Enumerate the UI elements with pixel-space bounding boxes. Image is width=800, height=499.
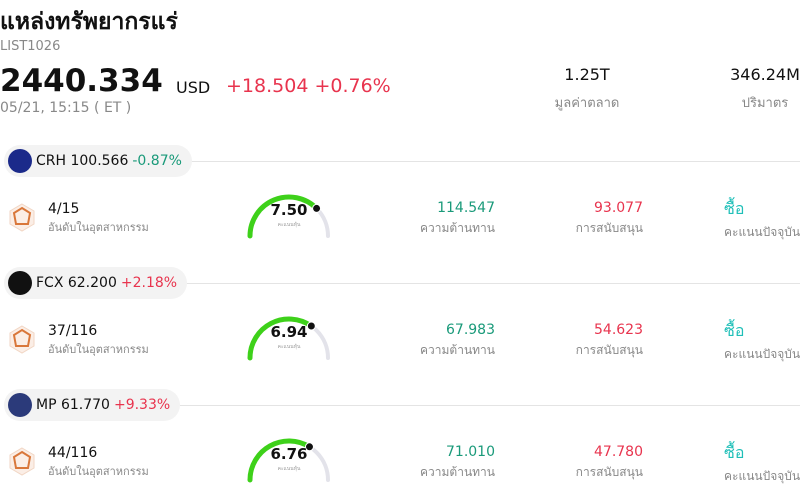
gauge bbox=[247, 194, 330, 239]
rank-label: อันดับในอุตสาหกรรม bbox=[48, 465, 149, 478]
title: แหล่งทรัพยากรแร่ bbox=[0, 9, 178, 35]
ticker-change: +2.18% bbox=[120, 275, 178, 291]
logo bbox=[8, 149, 32, 173]
support: 93.077 bbox=[594, 200, 643, 216]
support: 47.780 bbox=[594, 444, 643, 460]
gauge bbox=[247, 316, 330, 361]
ticker: MP 61.770 bbox=[36, 397, 110, 413]
score: 7.50 bbox=[270, 201, 308, 219]
change: +18.504 +0.76% bbox=[226, 75, 391, 97]
ticker: CRH 100.566 bbox=[36, 153, 129, 169]
resistance: 67.983 bbox=[446, 322, 495, 338]
ticker: FCX 62.200 bbox=[36, 275, 117, 291]
stat-value: 346.24M bbox=[730, 65, 800, 84]
rank: 37/116 bbox=[48, 323, 98, 339]
score-label: คะแนนหุ้น bbox=[277, 344, 301, 350]
ticker-pill: MP 61.770 +9.33% bbox=[4, 389, 181, 421]
rank-label: อันดับในอุตสาหกรรม bbox=[48, 343, 149, 356]
resistance-label: ความต้านทาน bbox=[420, 465, 495, 479]
logo bbox=[8, 271, 32, 295]
separator bbox=[180, 161, 800, 162]
price: 2440.334 bbox=[0, 63, 163, 99]
gauge-arc bbox=[247, 316, 314, 361]
stat-label: ปริมาตร bbox=[741, 96, 789, 111]
rank-label: อันดับในอุตสาหกรรม bbox=[48, 221, 149, 234]
gauge-dot bbox=[312, 203, 322, 213]
signal-label: คะแนนปัจจุบัน bbox=[724, 225, 800, 239]
currency: USD bbox=[176, 78, 211, 97]
support-label: การสนับสนุน bbox=[575, 221, 643, 235]
score-label: คะแนนหุ้น bbox=[277, 222, 301, 228]
gauge bbox=[247, 438, 330, 483]
gauge-dot bbox=[306, 321, 316, 331]
rank-icon bbox=[9, 203, 35, 232]
rank-icon bbox=[9, 325, 35, 354]
support-label: การสนับสนุน bbox=[575, 343, 643, 357]
logo bbox=[8, 393, 32, 417]
stat-label: มูลค่าตลาด bbox=[554, 96, 620, 111]
ticker-pill: CRH 100.566 -0.87% bbox=[4, 145, 192, 177]
signal: ซื้อ bbox=[724, 199, 745, 218]
gauge-dot bbox=[304, 442, 314, 452]
support: 54.623 bbox=[594, 322, 643, 338]
separator bbox=[180, 405, 800, 406]
score: 6.94 bbox=[270, 323, 308, 341]
ticker-pill: FCX 62.200 +2.18% bbox=[4, 267, 188, 299]
rank: 4/15 bbox=[48, 201, 80, 217]
gauge-arc bbox=[247, 438, 312, 483]
ticker-change: +9.33% bbox=[113, 397, 171, 413]
gauge-arc bbox=[247, 194, 320, 239]
ticker-change: -0.87% bbox=[132, 153, 182, 169]
code: LIST1026 bbox=[0, 39, 61, 54]
resistance-label: ความต้านทาน bbox=[420, 343, 495, 357]
time: 05/21, 15:15 ( ET ) bbox=[0, 100, 132, 116]
stat-value: 1.25T bbox=[564, 65, 610, 84]
resistance: 71.010 bbox=[446, 444, 495, 460]
score: 6.76 bbox=[270, 445, 308, 463]
signal-label: คะแนนปัจจุบัน bbox=[724, 347, 800, 361]
separator bbox=[180, 283, 800, 284]
resistance-label: ความต้านทาน bbox=[420, 221, 495, 235]
score-label: คะแนนหุ้น bbox=[277, 466, 301, 472]
support-label: การสนับสนุน bbox=[575, 465, 643, 479]
signal: ซื้อ bbox=[724, 321, 745, 340]
resistance: 114.547 bbox=[437, 200, 495, 216]
signal-label: คะแนนปัจจุบัน bbox=[724, 469, 800, 483]
signal: ซื้อ bbox=[724, 443, 745, 462]
rank: 44/116 bbox=[48, 445, 98, 461]
rank-icon bbox=[9, 447, 35, 476]
